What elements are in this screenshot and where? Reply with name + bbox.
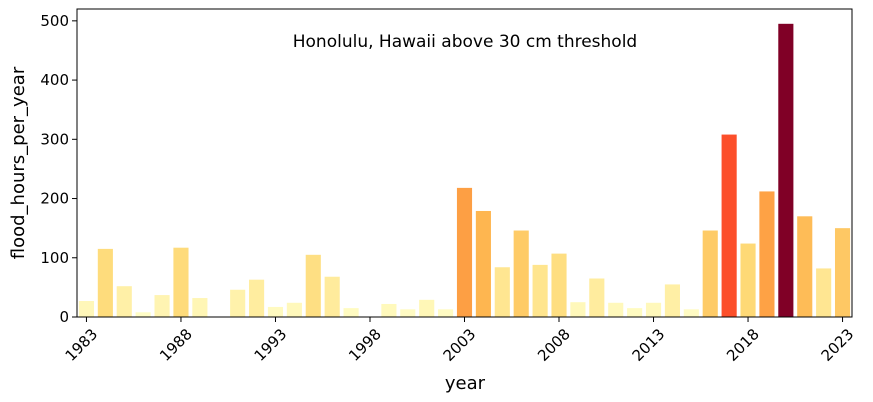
x-tick-label: 1983 bbox=[62, 325, 102, 365]
x-tick-label: 1993 bbox=[251, 325, 291, 365]
bar-2003 bbox=[456, 187, 473, 317]
bar-2011 bbox=[608, 302, 624, 317]
x-tick-label: 2013 bbox=[629, 325, 669, 365]
bar-1992 bbox=[249, 279, 265, 317]
y-axis-ticks: 0 100 200 300 400 500 bbox=[40, 12, 77, 326]
bar-2008 bbox=[551, 253, 567, 317]
bar-2015 bbox=[683, 309, 699, 317]
bar-2019 bbox=[759, 191, 775, 317]
bar-2016 bbox=[702, 230, 718, 317]
bar-1987 bbox=[154, 295, 170, 317]
y-tick-label: 400 bbox=[40, 71, 69, 89]
bar-2017 bbox=[721, 134, 737, 317]
y-axis-label: flood_hours_per_year bbox=[8, 66, 29, 259]
bar-1997 bbox=[343, 308, 359, 317]
y-tick-label: 100 bbox=[40, 249, 69, 267]
bar-1989 bbox=[192, 298, 208, 317]
bar-1994 bbox=[286, 302, 302, 317]
x-tick-label: 2023 bbox=[818, 325, 858, 365]
bar-1993 bbox=[267, 306, 284, 317]
x-axis-ticks: 1983 1988 1993 1998 2003 2008 2013 2018 2023 bbox=[62, 317, 858, 365]
bar-1983 bbox=[78, 301, 95, 317]
bar-2006 bbox=[513, 230, 529, 317]
bar-1986 bbox=[135, 312, 151, 317]
bar-2021 bbox=[797, 216, 813, 317]
chart-title: Honolulu, Hawaii above 30 cm threshold bbox=[293, 32, 637, 52]
bar-1984 bbox=[97, 248, 113, 317]
bar-2020 bbox=[778, 23, 794, 318]
bar-2004 bbox=[475, 210, 491, 317]
x-tick-label: 2008 bbox=[534, 325, 574, 365]
bar-1995 bbox=[305, 254, 321, 317]
bar-2012 bbox=[627, 308, 643, 317]
y-tick-label: 500 bbox=[40, 12, 69, 30]
bar-1985 bbox=[116, 286, 132, 317]
x-tick-label: 1998 bbox=[345, 325, 385, 365]
bar-2007 bbox=[532, 264, 548, 317]
bar-2005 bbox=[494, 267, 510, 317]
y-tick-label: 0 bbox=[59, 308, 69, 326]
x-tick-label: 1988 bbox=[156, 325, 196, 365]
bar-1996 bbox=[324, 276, 340, 317]
bars-group bbox=[78, 23, 851, 318]
y-tick-label: 300 bbox=[40, 130, 69, 148]
x-tick-label: 2003 bbox=[440, 325, 480, 365]
bar-1999 bbox=[381, 303, 397, 317]
bar-1988 bbox=[173, 247, 189, 317]
bar-2014 bbox=[664, 284, 680, 317]
x-axis-label: year bbox=[445, 373, 486, 394]
bar-2009 bbox=[570, 302, 586, 317]
x-tick-label: 2018 bbox=[723, 325, 763, 365]
y-tick-label: 200 bbox=[40, 190, 69, 208]
bar-1991 bbox=[230, 289, 246, 317]
bar-2018 bbox=[740, 243, 756, 317]
bar-2022 bbox=[816, 268, 832, 317]
bar-2023 bbox=[834, 228, 851, 317]
bar-2000 bbox=[400, 309, 416, 317]
bar-2001 bbox=[419, 299, 435, 317]
bar-2002 bbox=[438, 309, 454, 317]
bar-2013 bbox=[645, 302, 662, 317]
bar-2010 bbox=[589, 278, 605, 317]
